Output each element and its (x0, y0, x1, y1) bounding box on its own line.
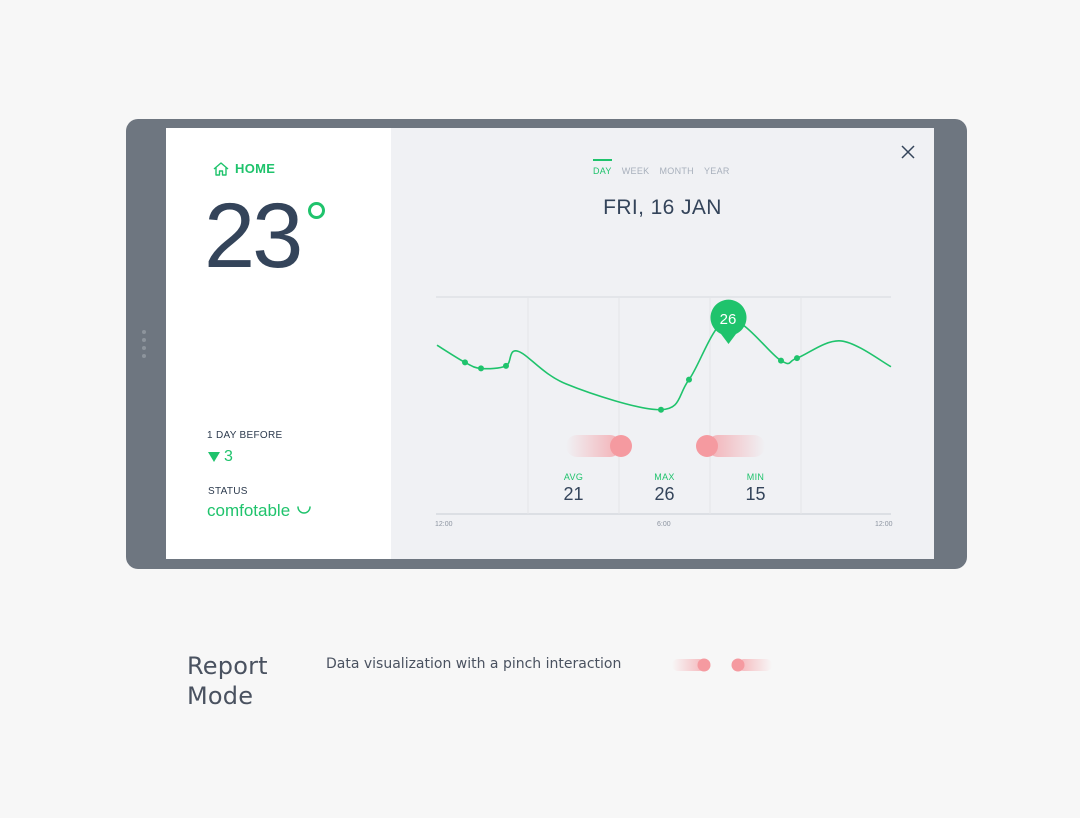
chart-grid (436, 296, 891, 515)
tab-week[interactable]: WEEK (621, 166, 650, 176)
pinch-handle-left[interactable] (566, 435, 632, 457)
close-icon[interactable] (900, 144, 916, 160)
stat-max: MAX 26 (619, 472, 710, 505)
stats-row: AVG 21 MAX 26 MIN 15 (528, 472, 801, 505)
day-before-delta: 3 (208, 448, 233, 466)
stat-avg-label: AVG (563, 472, 584, 482)
period-tabs: DAY WEEK MONTH YEAR (593, 159, 730, 176)
report-panel: DAY WEEK MONTH YEAR FRI, 16 JAN (391, 128, 934, 559)
data-point[interactable] (778, 357, 784, 364)
time-axis: 12:00 6:00 12:00 (435, 521, 895, 533)
degree-icon (308, 202, 325, 219)
down-arrow-icon (208, 452, 220, 462)
status-value: comfotable (207, 501, 291, 520)
tab-month[interactable]: MONTH (659, 166, 694, 176)
summary-panel: HOME 23 1 DAY BEFORE 3 STATUS comfotable (166, 128, 391, 559)
selected-date: FRI, 16 JAN (603, 196, 722, 219)
tab-year[interactable]: YEAR (703, 166, 730, 176)
smile-icon (297, 506, 311, 514)
stat-min: MIN 15 (710, 472, 801, 505)
temperature-chart (436, 296, 892, 515)
data-point[interactable] (658, 406, 664, 413)
device-screen: HOME 23 1 DAY BEFORE 3 STATUS comfotable (166, 128, 934, 559)
pinch-handle-right[interactable] (696, 435, 765, 457)
day-before-value: 3 (224, 448, 233, 465)
stat-max-value: 26 (654, 484, 675, 504)
stat-min-label: MIN (746, 472, 765, 482)
caption-title-line1: Report (187, 652, 268, 680)
current-temperature: 23 (204, 185, 303, 287)
stat-avg: AVG 21 (528, 472, 619, 505)
data-point[interactable] (478, 365, 484, 372)
data-point[interactable] (686, 376, 692, 383)
day-before-label: 1 DAY BEFORE (207, 430, 283, 441)
max-marker-value: 26 (719, 311, 737, 328)
caption-title: Report Mode (187, 651, 268, 711)
data-point[interactable] (503, 362, 509, 369)
time-tick: 6:00 (657, 521, 671, 528)
stat-avg-value: 21 (563, 484, 584, 504)
time-tick: 12:00 (875, 521, 893, 528)
caption-title-line2: Mode (187, 682, 254, 710)
home-label: HOME (235, 161, 276, 176)
status-indicator: comfotable (207, 501, 312, 521)
max-marker[interactable] (710, 299, 747, 344)
home-link[interactable]: HOME (213, 161, 275, 176)
time-tick: 12:00 (435, 521, 453, 528)
tab-day[interactable]: DAY (593, 159, 612, 176)
data-point[interactable] (462, 359, 468, 366)
device-handle-dots (142, 330, 146, 358)
tablet-device: HOME 23 1 DAY BEFORE 3 STATUS comfotable (126, 119, 967, 569)
stat-max-label: MAX (654, 472, 675, 482)
data-point[interactable] (794, 355, 800, 362)
stat-min-value: 15 (745, 484, 766, 504)
caption-description: Data visualization with a pinch interact… (326, 656, 622, 672)
status-label: STATUS (208, 486, 248, 497)
home-icon (213, 161, 229, 176)
pinch-gesture-icon (672, 658, 772, 672)
